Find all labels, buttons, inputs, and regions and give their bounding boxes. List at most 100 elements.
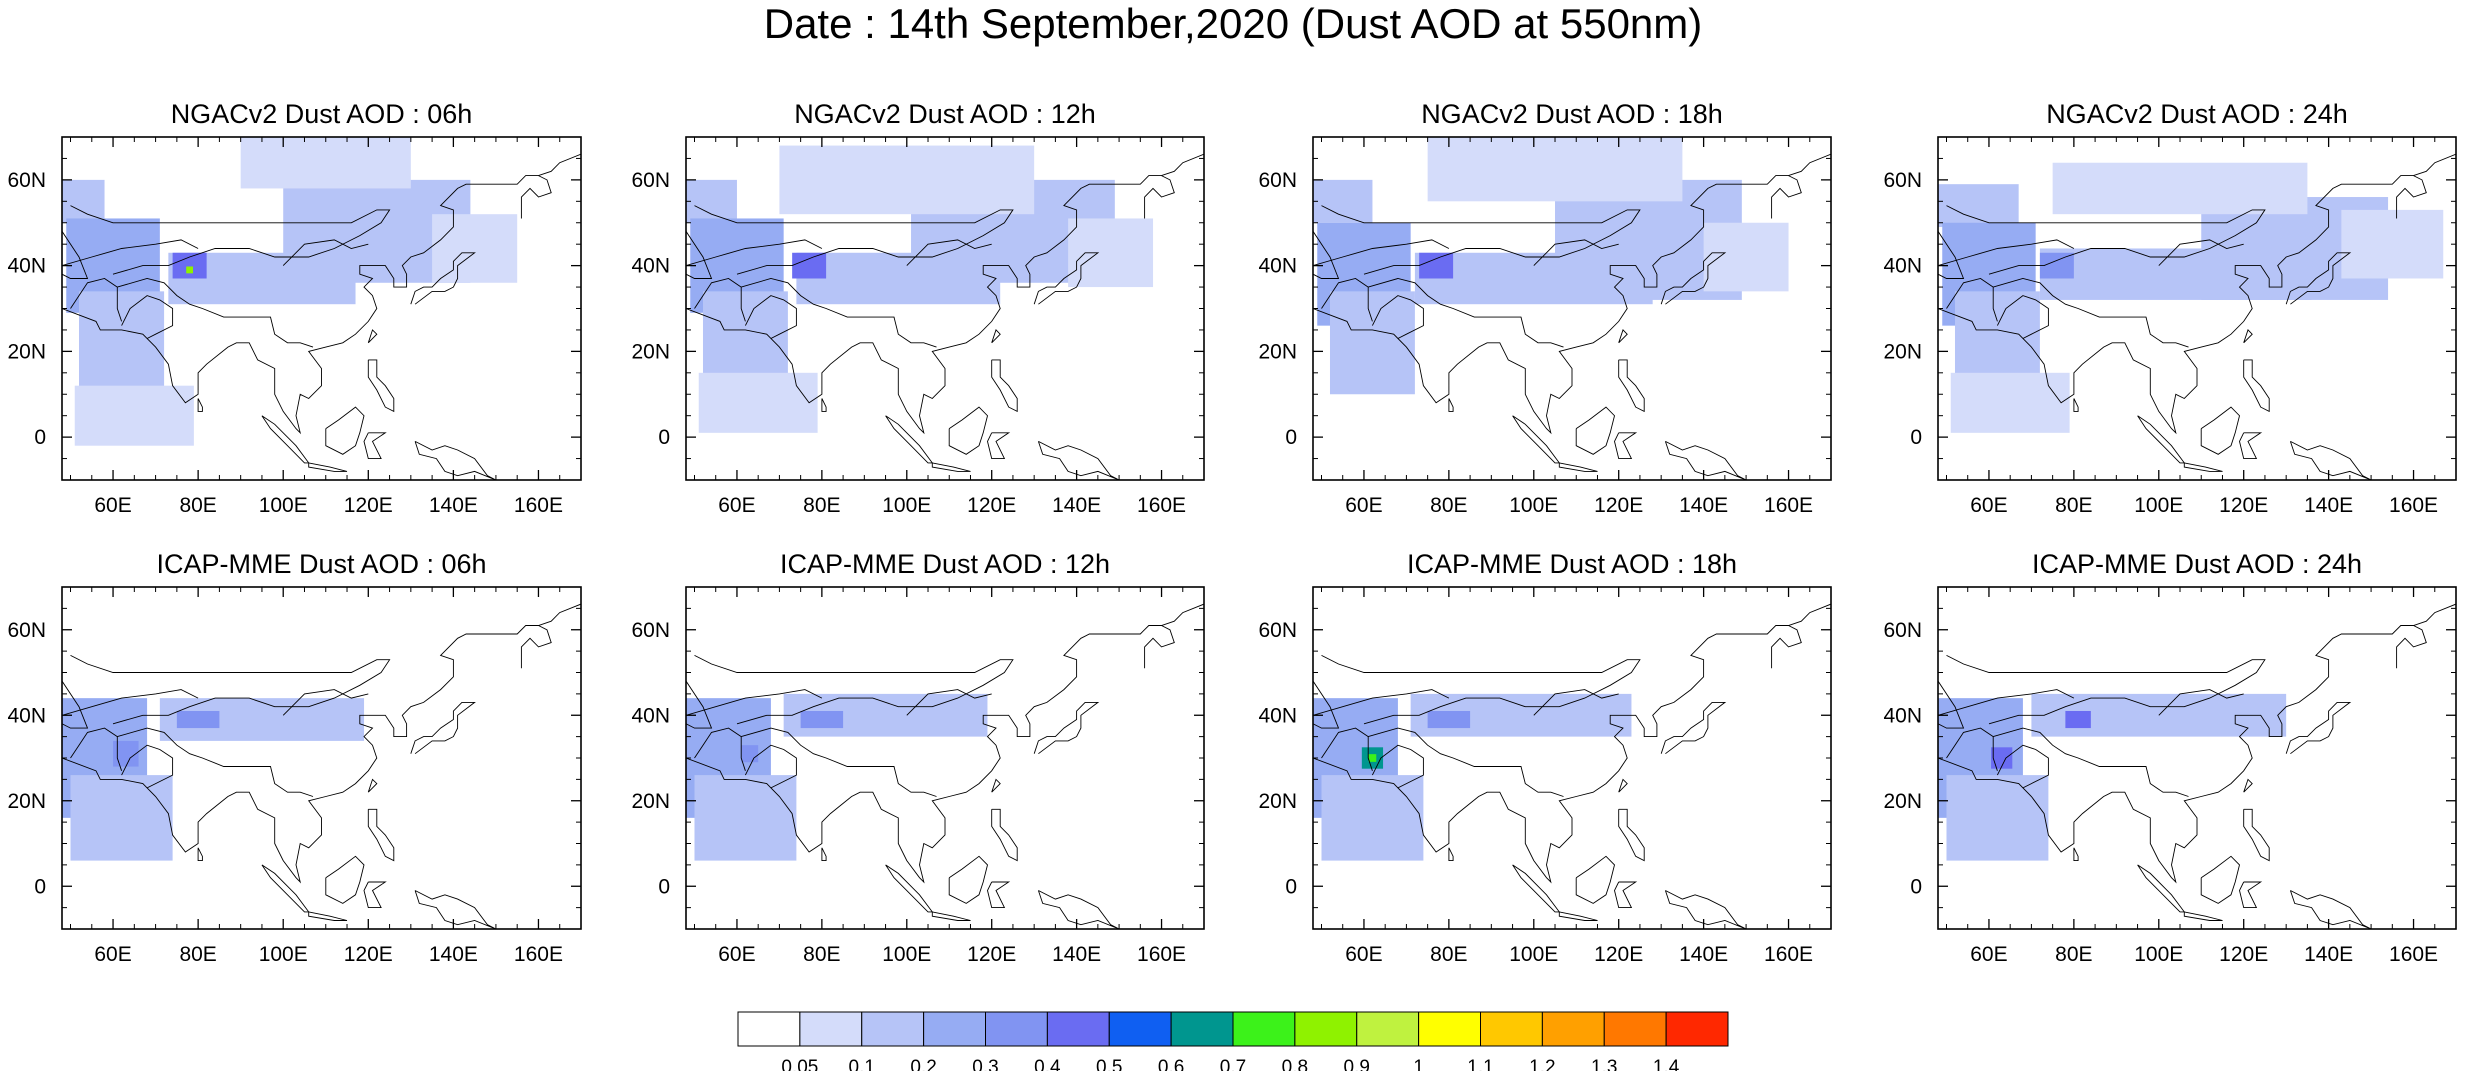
coastline (1368, 278, 1564, 348)
colorbar-swatch (1356, 1011, 1420, 1047)
lat-tick-label: 40N (1883, 255, 1922, 278)
coastline (1321, 278, 1373, 322)
aod-plume (1703, 222, 1789, 292)
map-panel: NGACv2 Dust AOD : 24h 60E 80E 100E 120E 140E 1… (1883, 99, 2457, 517)
map-panel: ICAP-MME Dust AOD : 18h 60E 80E 100E 120E 140… (1258, 549, 1832, 966)
aod-plume (1427, 137, 1683, 202)
aod-plume (1329, 291, 1415, 395)
coastline (70, 727, 123, 771)
aod-plume (779, 145, 1035, 215)
lon-tick-label: 80E (179, 494, 216, 517)
colorbar-label: 0.4 (1034, 1057, 1061, 1071)
coastline (1618, 329, 1628, 344)
colorbar-swatch (1541, 1011, 1605, 1047)
colorbar-swatch (1665, 1011, 1729, 1047)
coastline (1771, 175, 1802, 219)
coastline (62, 231, 89, 279)
colorbar-label: 0.9 (1344, 1057, 1370, 1071)
lat-tick-label: 40N (1258, 704, 1297, 727)
aod-plume (1991, 747, 2013, 769)
aod-plume (1068, 218, 1154, 288)
coastline (62, 689, 199, 716)
coastline (741, 278, 937, 348)
coastline (520, 175, 552, 219)
coastline (1993, 278, 2189, 348)
lon-tick-label: 140E (1052, 494, 1101, 517)
coastline (686, 689, 823, 716)
aod-plume (2065, 710, 2091, 729)
lat-tick-label: 0 (1285, 875, 1297, 898)
coastline (2073, 398, 2079, 412)
coastline (363, 432, 387, 460)
coastline (1614, 881, 1638, 909)
aod-plume (2341, 209, 2444, 279)
lon-tick-label: 140E (2304, 494, 2353, 517)
aod-plume (2039, 252, 2074, 279)
lon-tick-label: 160E (514, 943, 563, 966)
aod-plume (792, 252, 827, 279)
coastline (1448, 847, 1454, 862)
lon-tick-label: 60E (94, 494, 131, 517)
coastline (686, 680, 713, 729)
coastline (282, 239, 369, 266)
lat-tick-label: 60N (631, 169, 670, 192)
coastline (1938, 680, 1965, 729)
coastline (948, 406, 988, 455)
coastline (931, 462, 971, 472)
lon-tick-label: 160E (514, 494, 563, 517)
coastline (308, 462, 348, 472)
coastline (2396, 175, 2427, 219)
coastline (991, 359, 1018, 413)
lat-tick-label: 40N (1883, 704, 1922, 727)
coastline (70, 205, 391, 275)
coastline (1996, 744, 2049, 789)
colorbar-label: 0.3 (972, 1057, 998, 1071)
coastline (694, 727, 746, 771)
coastline (1938, 231, 1965, 279)
coastline (1321, 205, 1641, 275)
lat-tick-label: 20N (631, 790, 670, 813)
coastline (885, 864, 934, 913)
coastline (1512, 415, 1561, 464)
coastline (1313, 153, 1831, 435)
coastline (414, 890, 497, 929)
aod-plume (1321, 775, 1424, 861)
lat-tick-label: 40N (631, 255, 670, 278)
aod-plume (694, 775, 797, 861)
map-area (1313, 603, 1831, 929)
lat-tick-label: 20N (631, 340, 670, 363)
aod-plume (698, 372, 818, 433)
coastline (121, 744, 174, 789)
coastline (367, 329, 378, 344)
panel-title: ICAP-MME Dust AOD : 12h (780, 549, 1110, 579)
coastline (367, 808, 395, 862)
coastline (121, 295, 174, 339)
coastline (325, 855, 365, 904)
coastline (2289, 440, 2372, 480)
lat-tick-label: 0 (34, 875, 46, 898)
coastline (1144, 625, 1175, 669)
coastline (1313, 680, 1340, 729)
lat-tick-label: 20N (7, 340, 46, 363)
lon-tick-label: 120E (1594, 943, 1643, 966)
coastline (686, 153, 1204, 435)
coastline (308, 911, 348, 921)
map-area (1938, 153, 2456, 480)
coastline (686, 231, 713, 279)
lon-tick-label: 80E (179, 943, 216, 966)
colorbar-swatch (737, 1011, 801, 1047)
lon-tick-label: 80E (2055, 494, 2092, 517)
lat-tick-label: 20N (1883, 790, 1922, 813)
coastline (261, 864, 310, 913)
lon-tick-label: 140E (429, 494, 478, 517)
lon-tick-label: 160E (2389, 494, 2438, 517)
coastline (1660, 252, 1727, 305)
panel-title: ICAP-MME Dust AOD : 18h (1407, 549, 1737, 579)
lat-tick-label: 0 (658, 875, 670, 898)
coastline (197, 398, 203, 412)
coastline (1448, 398, 1454, 412)
colorbar-label: 0.05 (781, 1057, 818, 1071)
lon-tick-label: 100E (882, 494, 931, 517)
